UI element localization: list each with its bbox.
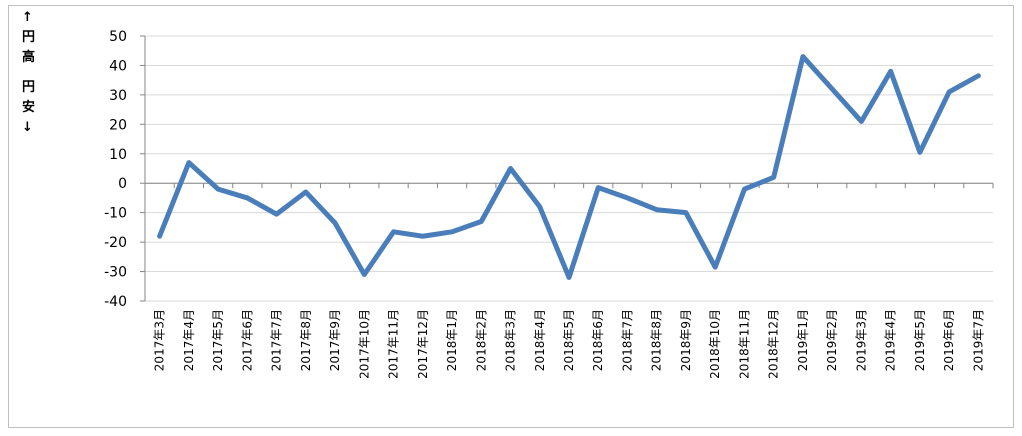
x-tick-label: 2018年9月 — [679, 309, 693, 371]
data-line — [157, 54, 981, 280]
x-tick-label: 2018年8月 — [650, 309, 664, 371]
x-tick-label: 2019年2月 — [825, 309, 839, 371]
y-tick-label: -10 — [104, 206, 127, 222]
x-tick-label: 2019年7月 — [971, 309, 985, 371]
x-tick-label: 2018年3月 — [504, 309, 518, 371]
x-tick-label: 2017年5月 — [211, 309, 225, 371]
x-tick-label: 2017年7月 — [270, 309, 284, 371]
x-tick-label: 2019年4月 — [884, 309, 898, 371]
x-tick-label: 2018年10月 — [708, 309, 722, 379]
y-tick-label: 40 — [109, 58, 127, 74]
y-label-top: ↑円高 — [22, 10, 36, 65]
x-tick-label: 2018年5月 — [562, 309, 576, 371]
x-tick-label: 2017年8月 — [299, 309, 313, 371]
x-tick-label: 2017年3月 — [153, 309, 167, 371]
y-tick-label: 0 — [118, 176, 127, 192]
x-tick-label: 2019年1月 — [796, 309, 810, 371]
y-tick-label: 10 — [109, 147, 127, 163]
x-tick-label: 2018年4月 — [533, 309, 547, 371]
x-tick-label: 2017年6月 — [240, 309, 254, 371]
y-tick-label: 50 — [109, 29, 127, 45]
x-tick-label: 2017年9月 — [328, 309, 342, 371]
x-tick-label: 2018年2月 — [474, 309, 488, 371]
x-tick-label: 2017年10月 — [357, 309, 371, 379]
x-tick-label: 2018年11月 — [737, 309, 751, 379]
x-tick-label: 2017年11月 — [387, 309, 401, 379]
y-tick-label: -20 — [104, 235, 127, 251]
y-tick-label: -30 — [104, 265, 127, 281]
x-tick-label: 2019年3月 — [854, 309, 868, 371]
y-tick-label: -40 — [104, 294, 127, 310]
x-tick-label: 2017年4月 — [182, 309, 196, 371]
x-tick-label: 2018年7月 — [620, 309, 634, 371]
x-tick-label: 2019年6月 — [942, 309, 956, 371]
x-tick-label: 2018年1月 — [445, 309, 459, 371]
x-tick-label: 2017年12月 — [416, 309, 430, 379]
x-tick-label: 2019年5月 — [913, 309, 927, 371]
y-tick-label: 30 — [109, 88, 127, 104]
x-tick-label: 2018年6月 — [591, 309, 605, 371]
y-label-bottom: 円安↓ — [22, 80, 36, 135]
y-tick-label: 20 — [109, 117, 127, 133]
chart-frame — [8, 5, 1014, 428]
x-tick-label: 2018年12月 — [767, 309, 781, 379]
